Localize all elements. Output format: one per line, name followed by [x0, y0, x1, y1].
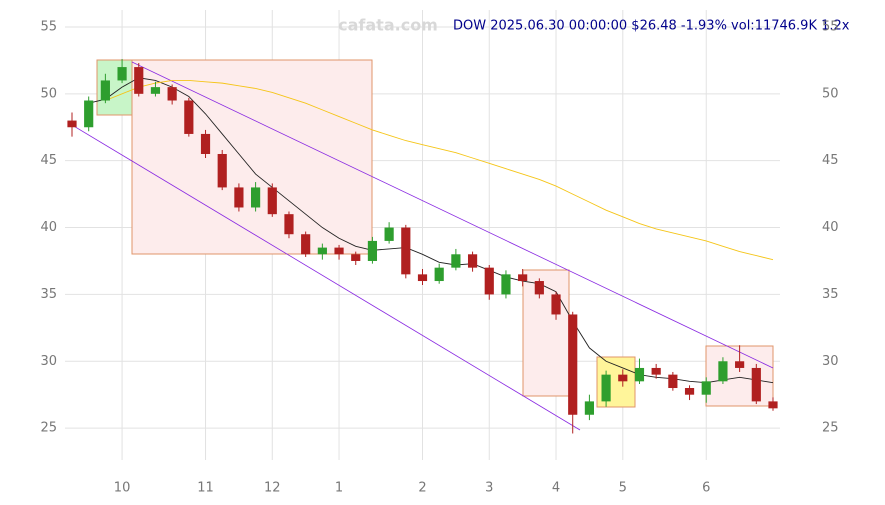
candle-body	[601, 374, 611, 402]
candle-body	[701, 381, 711, 395]
candle-body	[267, 187, 277, 215]
candle-body	[67, 120, 77, 128]
moving-average	[88, 77, 774, 384]
y-tick-label-right: 50	[822, 86, 839, 101]
moving-average	[105, 79, 774, 261]
y-tick-label: 30	[40, 354, 57, 369]
x-tick-label: 4	[552, 481, 560, 496]
x-tick-label: 6	[702, 481, 710, 496]
candle-body	[134, 67, 144, 94]
candle-body	[684, 388, 695, 395]
candle-body	[384, 227, 394, 241]
candle-body	[584, 401, 594, 415]
y-tick-label-right: 40	[822, 220, 839, 235]
candle-body	[100, 80, 110, 101]
candle-body	[84, 100, 94, 128]
x-tick-label: 11	[197, 481, 214, 496]
candle-body	[484, 267, 494, 295]
y-tick-label: 45	[40, 153, 57, 168]
zone-box	[522, 269, 570, 397]
y-tick-label: 40	[40, 220, 57, 235]
candle-body	[334, 247, 344, 255]
x-tick-label: 5	[619, 481, 627, 496]
candle-body	[417, 274, 428, 282]
candle-body	[251, 187, 261, 208]
candle-body	[718, 361, 728, 382]
candle-body	[284, 214, 294, 235]
candle-body	[351, 254, 361, 261]
candle-body	[518, 274, 528, 282]
candle-body	[367, 240, 378, 261]
candle-body	[618, 374, 628, 382]
chart-title: DOW 2025.06.30 00:00:00 $26.48 -1.93% vo…	[453, 19, 850, 34]
candle-body	[467, 254, 478, 268]
y-tick-label: 55	[40, 19, 57, 34]
watermark: cafata.com	[338, 16, 438, 35]
trend-line	[71, 124, 581, 431]
x-tick-label: 12	[264, 481, 281, 496]
trend-line	[131, 61, 774, 369]
candle-body	[434, 267, 444, 282]
x-tick-label: 1	[335, 481, 343, 496]
x-tick-label: 2	[418, 481, 426, 496]
candle-body	[184, 100, 194, 134]
candle-body	[551, 294, 561, 315]
candle-body	[167, 87, 177, 101]
y-tick-label: 35	[40, 287, 57, 302]
y-tick-label-right: 30	[822, 354, 839, 369]
candle-body	[534, 281, 544, 295]
candle-body	[317, 247, 327, 255]
candle-body	[117, 67, 127, 81]
candle-body	[150, 87, 161, 94]
candle-body	[217, 153, 227, 188]
candle-body	[301, 234, 311, 255]
y-tick-label: 50	[40, 86, 57, 101]
candle-body	[568, 314, 578, 415]
candle-body	[668, 374, 678, 389]
candle-body	[634, 367, 645, 382]
y-tick-label-right: 45	[822, 153, 839, 168]
candle-body	[401, 227, 411, 275]
x-tick-label: 3	[485, 481, 493, 496]
candle-body	[768, 401, 778, 409]
candle-body	[735, 361, 745, 368]
y-tick-label: 25	[40, 421, 57, 436]
candle-body	[234, 187, 244, 208]
y-tick-label-right: 35	[822, 287, 839, 302]
candle-body	[501, 274, 511, 295]
candle-body	[651, 367, 661, 375]
y-tick-label-right: 25	[822, 421, 839, 436]
y-tick-label-right: 55	[822, 19, 839, 34]
candle-body	[751, 367, 761, 402]
candle-body	[451, 254, 461, 268]
x-tick-label: 10	[114, 481, 131, 496]
candle-body	[200, 133, 211, 154]
